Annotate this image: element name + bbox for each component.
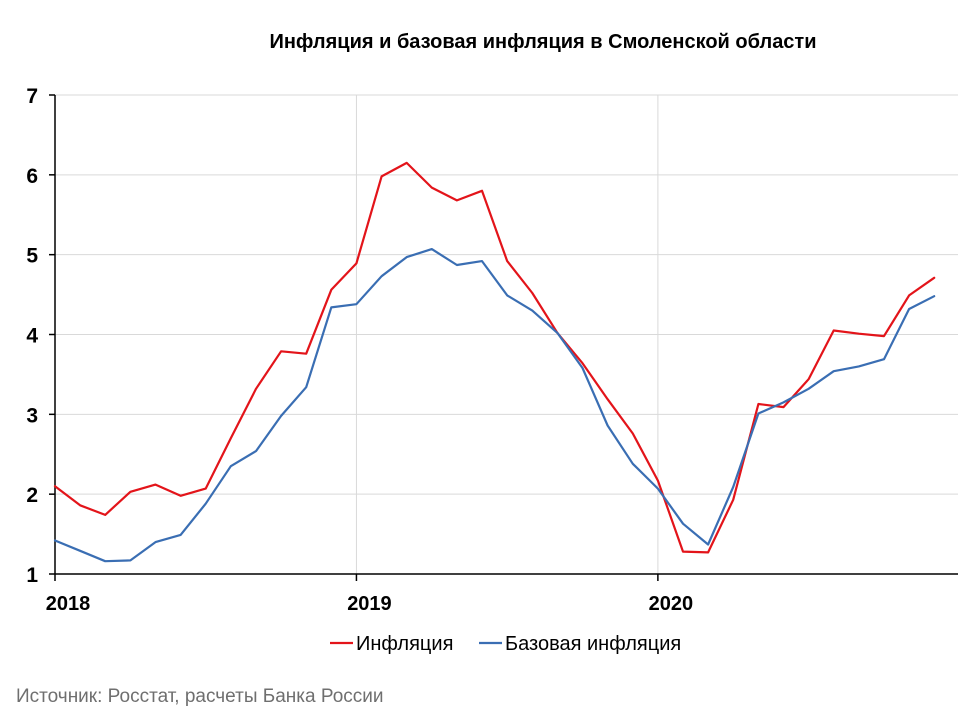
x-tick-label: 2020	[649, 593, 694, 615]
legend: Инфляция Базовая инфляция	[330, 633, 681, 655]
series-line-inflation	[53, 161, 936, 554]
y-tick-label: 1	[26, 564, 38, 587]
y-tick-label: 3	[26, 404, 38, 427]
y-axis-ticks: 1 2 3 4 5 6 7	[26, 85, 38, 587]
x-axis-ticks: 2018 2019 2020	[46, 593, 693, 615]
chart-title: Инфляция и базовая инфляция в Смоленской…	[269, 31, 816, 53]
x-tick-label: 2018	[46, 593, 91, 615]
axes	[49, 94, 958, 581]
legend-label-inflation: Инфляция	[356, 633, 453, 655]
source-note: Источник: Росстат, расчеты Банка России	[16, 686, 384, 707]
grid	[55, 94, 958, 574]
y-tick-label: 2	[26, 484, 38, 507]
legend-label-core-inflation: Базовая инфляция	[505, 633, 681, 655]
y-tick-label: 7	[26, 85, 38, 108]
y-tick-label: 5	[26, 245, 38, 268]
y-tick-label: 4	[26, 325, 38, 348]
y-tick-label: 6	[26, 165, 38, 188]
plot-area	[53, 161, 936, 563]
x-tick-label: 2019	[347, 593, 392, 615]
series-line-core-inflation	[53, 248, 936, 563]
